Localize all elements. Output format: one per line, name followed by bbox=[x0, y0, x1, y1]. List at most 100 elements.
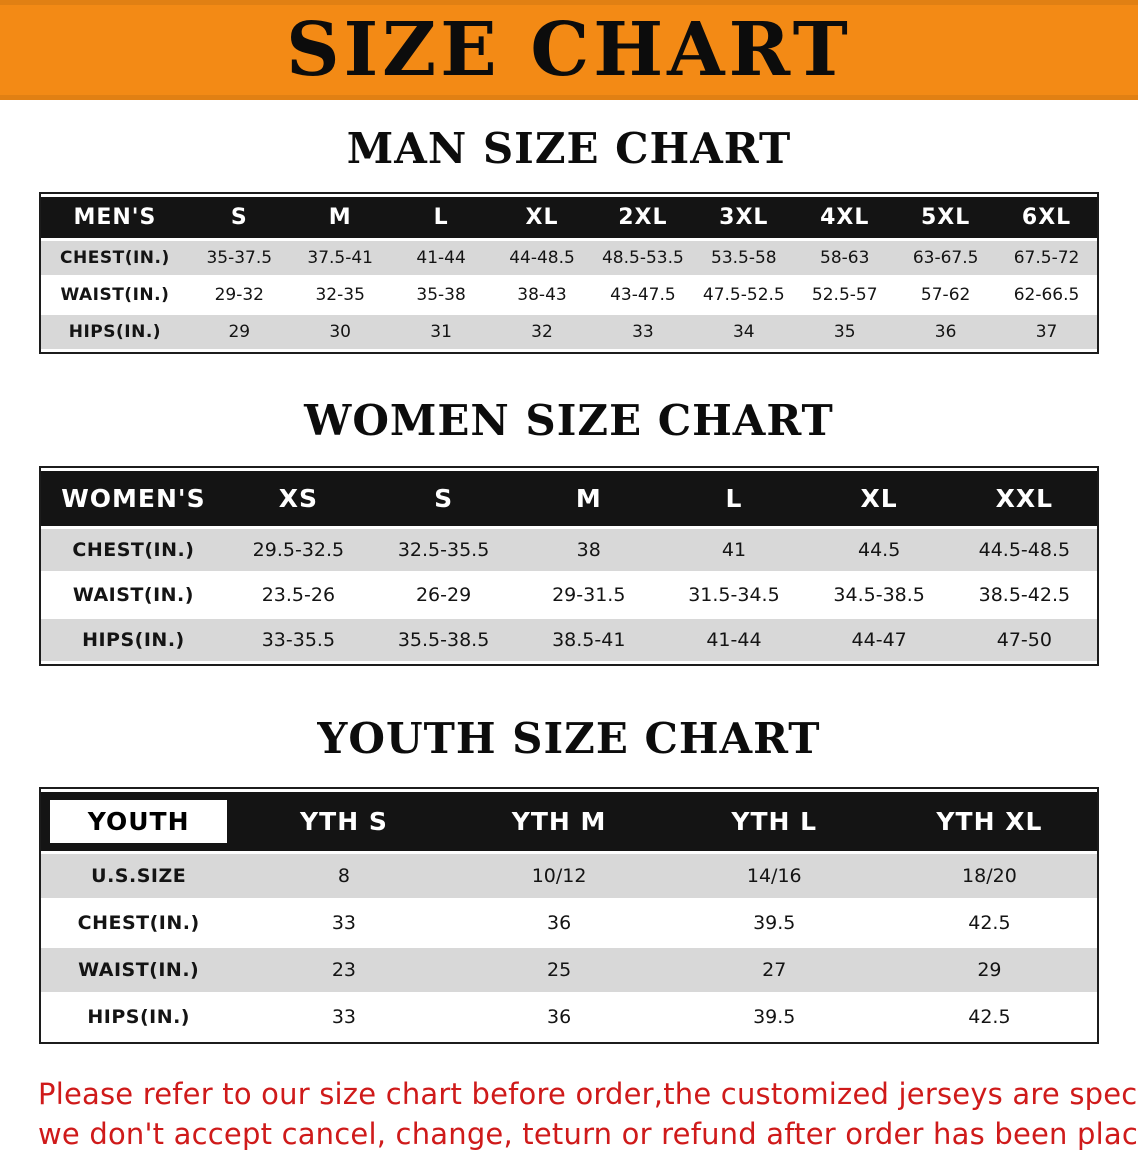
size-value-cell: 26-29 bbox=[370, 574, 517, 617]
table-row: U.S.SIZE 8 10/12 14/16 18/20 bbox=[41, 853, 1097, 898]
size-value-cell: 52.5-57 bbox=[794, 278, 896, 313]
women-section: WOMEN SIZE CHART WOMEN'S XS S M L XL XXL CHEST… bbox=[0, 396, 1138, 667]
row-label-cell: HIPS(IN.) bbox=[41, 994, 237, 1039]
size-value-cell: 27 bbox=[666, 947, 882, 992]
size-header-cell: YTH XL bbox=[881, 791, 1097, 851]
size-value-cell: 41-44 bbox=[661, 619, 807, 662]
size-value-cell: 34.5-38.5 bbox=[806, 574, 952, 617]
size-value-cell: 29 bbox=[881, 947, 1097, 992]
row-label-cell: HIPS(IN.) bbox=[41, 619, 226, 662]
youth-size-table: YOUTH YTH S YTH M YTH L YTH XL U.S.SIZE 8 10/1… bbox=[39, 786, 1099, 1044]
men-section: MAN SIZE CHART MEN'S S M L XL 2XL 3XL 4XL 5XL 6XL… bbox=[0, 124, 1138, 355]
size-value-cell: 35 bbox=[794, 315, 896, 350]
size-header-cell: YTH S bbox=[236, 791, 452, 851]
size-value-cell: 38 bbox=[516, 529, 662, 572]
size-header-cell: L bbox=[390, 197, 492, 239]
size-value-cell: 44.5-48.5 bbox=[951, 529, 1097, 572]
size-value-cell: 53.5-58 bbox=[693, 241, 795, 276]
size-header-cell: M bbox=[516, 471, 662, 527]
size-value-cell: 29-31.5 bbox=[516, 574, 662, 617]
row-label-cell: WAIST(IN.) bbox=[41, 278, 189, 313]
size-value-cell: 36 bbox=[451, 994, 667, 1039]
size-value-cell: 30 bbox=[289, 315, 391, 350]
table-row: CHEST(IN.) 29.5-32.5 32.5-35.5 38 41 44.5 44.5… bbox=[41, 529, 1097, 572]
row-label-cell: WAIST(IN.) bbox=[41, 574, 226, 617]
size-value-cell: 32.5-35.5 bbox=[370, 529, 517, 572]
size-value-cell: 35.5-38.5 bbox=[370, 619, 517, 662]
size-value-cell: 41-44 bbox=[390, 241, 492, 276]
disclaimer-line-2: we don't accept cancel, change, teturn o… bbox=[38, 1117, 1138, 1152]
size-value-cell: 33 bbox=[236, 994, 452, 1039]
size-value-cell: 44.5 bbox=[806, 529, 952, 572]
men-size-table: MEN'S S M L XL 2XL 3XL 4XL 5XL 6XL CHEST(IN.) 35-3… bbox=[39, 192, 1099, 355]
size-value-cell: 31.5-34.5 bbox=[661, 574, 807, 617]
size-header-cell: XXL bbox=[951, 471, 1097, 527]
size-value-cell: 32 bbox=[491, 315, 593, 350]
table-row: CHEST(IN.) 33 36 39.5 42.5 bbox=[41, 900, 1097, 945]
size-value-cell: 35-38 bbox=[390, 278, 492, 313]
size-value-cell: 29.5-32.5 bbox=[225, 529, 371, 572]
youth-section: YOUTH SIZE CHART YOUTH YTH S YTH M YTH L YTH… bbox=[0, 714, 1138, 1044]
size-value-cell: 39.5 bbox=[666, 994, 882, 1039]
size-value-cell: 23 bbox=[236, 947, 452, 992]
size-header-cell: 4XL bbox=[794, 197, 896, 239]
size-header-cell: 3XL bbox=[693, 197, 795, 239]
size-value-cell: 34 bbox=[693, 315, 795, 350]
size-value-cell: 35-37.5 bbox=[188, 241, 290, 276]
women-table-header-row: WOMEN'S XS S M L XL XXL bbox=[41, 471, 1097, 527]
size-value-cell: 31 bbox=[390, 315, 492, 350]
size-value-cell: 37.5-41 bbox=[289, 241, 391, 276]
disclaimer-line-1: Please refer to our size chart before or… bbox=[38, 1076, 1138, 1111]
size-value-cell: 39.5 bbox=[666, 900, 882, 945]
table-corner-label: YOUTH bbox=[41, 792, 236, 851]
size-value-cell: 36 bbox=[895, 315, 997, 350]
men-table-header-row: MEN'S S M L XL 2XL 3XL 4XL 5XL 6XL bbox=[41, 197, 1097, 239]
size-value-cell: 14/16 bbox=[666, 853, 882, 898]
size-header-cell: S bbox=[188, 197, 290, 239]
size-value-cell: 44-48.5 bbox=[491, 241, 593, 276]
size-header-cell: XL bbox=[806, 471, 952, 527]
size-header-cell: S bbox=[370, 471, 517, 527]
size-value-cell: 38.5-42.5 bbox=[951, 574, 1097, 617]
youth-table-header-row: YOUTH YTH S YTH M YTH L YTH XL bbox=[41, 791, 1097, 851]
table-row: HIPS(IN.) 33 36 39.5 42.5 bbox=[41, 994, 1097, 1039]
men-section-heading: MAN SIZE CHART bbox=[346, 124, 792, 173]
youth-section-heading: YOUTH SIZE CHART bbox=[317, 714, 821, 764]
size-header-cell: L bbox=[661, 471, 807, 527]
size-value-cell: 62-66.5 bbox=[996, 278, 1097, 313]
table-row: WAIST(IN.) 29-32 32-35 35-38 38-43 43-47.5 47.… bbox=[41, 278, 1097, 313]
size-value-cell: 48.5-53.5 bbox=[592, 241, 694, 276]
size-header-cell: YTH M bbox=[451, 791, 667, 851]
disclaimer-note: Please refer to our size chart before or… bbox=[38, 1074, 1138, 1155]
banner: SIZE CHART bbox=[0, 0, 1138, 100]
women-section-heading: WOMEN SIZE CHART bbox=[304, 396, 834, 446]
row-label-cell: WAIST(IN.) bbox=[41, 947, 237, 992]
table-row: HIPS(IN.) 29 30 31 32 33 34 35 36 37 bbox=[41, 315, 1097, 350]
size-value-cell: 10/12 bbox=[451, 853, 667, 898]
size-value-cell: 37 bbox=[996, 315, 1097, 350]
size-value-cell: 23.5-26 bbox=[225, 574, 371, 617]
size-header-cell: 2XL bbox=[592, 197, 694, 239]
size-value-cell: 38.5-41 bbox=[516, 619, 662, 662]
table-corner-label: WOMEN'S bbox=[41, 471, 226, 527]
size-header-cell: M bbox=[289, 197, 391, 239]
size-value-cell: 58-63 bbox=[794, 241, 896, 276]
row-label-cell: CHEST(IN.) bbox=[41, 900, 237, 945]
size-value-cell: 67.5-72 bbox=[996, 241, 1097, 276]
size-value-cell: 33-35.5 bbox=[225, 619, 371, 662]
size-header-cell: XL bbox=[491, 197, 593, 239]
size-value-cell: 42.5 bbox=[881, 994, 1097, 1039]
size-value-cell: 29 bbox=[188, 315, 290, 350]
size-value-cell: 33 bbox=[592, 315, 694, 350]
size-value-cell: 57-62 bbox=[895, 278, 997, 313]
table-row: WAIST(IN.) 23.5-26 26-29 29-31.5 31.5-34.5 34… bbox=[41, 574, 1097, 617]
size-value-cell: 42.5 bbox=[881, 900, 1097, 945]
table-row: HIPS(IN.) 33-35.5 35.5-38.5 38.5-41 41-44 44-… bbox=[41, 619, 1097, 662]
row-label-cell: HIPS(IN.) bbox=[41, 315, 189, 350]
table-row: CHEST(IN.) 35-37.5 37.5-41 41-44 44-48.5 48.5… bbox=[41, 241, 1097, 276]
size-header-cell: 5XL bbox=[895, 197, 997, 239]
size-value-cell: 36 bbox=[451, 900, 667, 945]
size-value-cell: 47.5-52.5 bbox=[693, 278, 795, 313]
size-value-cell: 8 bbox=[236, 853, 452, 898]
size-header-cell: YTH L bbox=[666, 791, 882, 851]
